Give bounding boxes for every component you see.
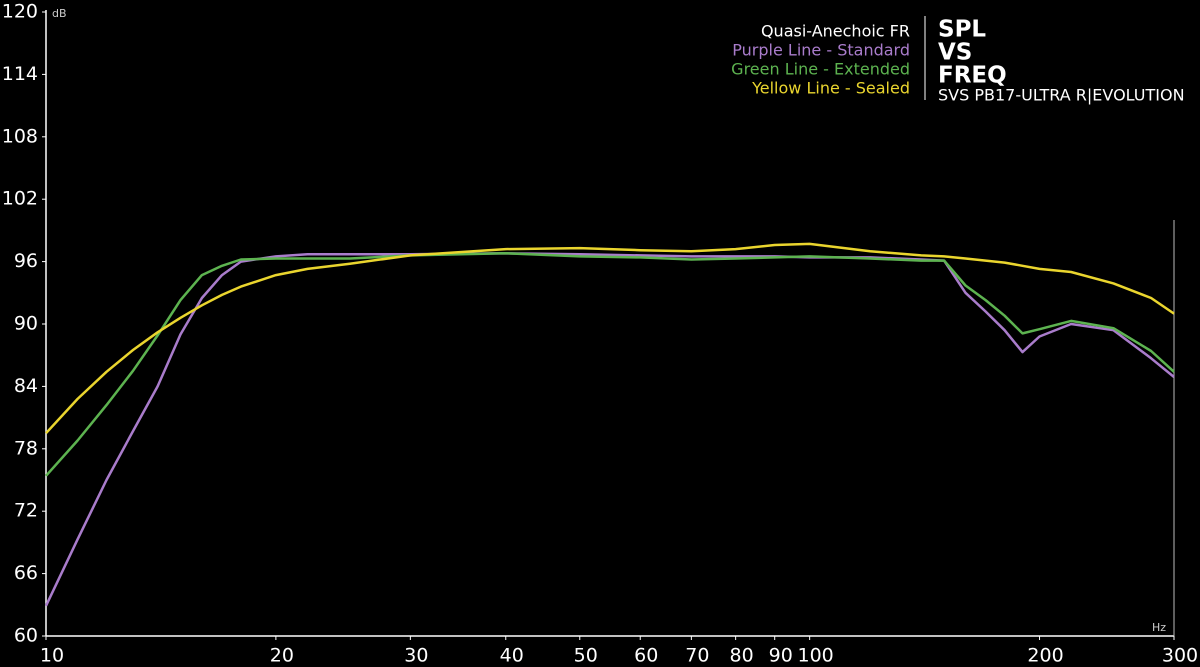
subtitle: SVS PB17-ULTRA R|EVOLUTION (938, 86, 1185, 105)
legend-entry: Yellow Line - Sealed (751, 79, 910, 98)
title-line: FREQ (938, 63, 1007, 89)
y-tick-label: 114 (2, 63, 38, 85)
y-tick-label: 102 (2, 188, 38, 210)
y-tick-label: 66 (14, 562, 38, 584)
y-tick-label: 60 (14, 625, 38, 647)
x-tick-label: 50 (574, 645, 598, 667)
y-tick-label: 108 (2, 125, 38, 147)
series-line (45, 242, 1175, 435)
x-tick-label: 200 (1027, 645, 1063, 667)
y-axis-label: dB (52, 7, 67, 20)
legend-title: Quasi-Anechoic FR (761, 22, 910, 41)
x-tick-label: 70 (685, 645, 709, 667)
y-tick-label: 72 (14, 500, 38, 522)
y-tick-label: 84 (14, 375, 38, 397)
x-tick-label: 100 (798, 645, 834, 667)
x-tick-label: 40 (500, 645, 524, 667)
series-line (44, 252, 1175, 607)
title-line: SPL (938, 17, 986, 43)
y-tick-label: 90 (14, 313, 38, 335)
title-line: VS (938, 40, 972, 66)
x-tick-label: 20 (270, 645, 294, 667)
x-tick-label: 300 (1162, 645, 1198, 667)
y-tick-label: 96 (14, 250, 38, 272)
x-tick-label: 60 (634, 645, 658, 667)
x-tick-label: 10 (40, 645, 64, 667)
y-tick-label: 120 (2, 1, 38, 23)
legend-entry: Green Line - Extended (731, 60, 910, 79)
x-axis-label: Hz (1152, 621, 1166, 634)
x-tick-label: 80 (730, 645, 754, 667)
x-tick-label: 90 (769, 645, 793, 667)
series-line (45, 252, 1175, 477)
legend-entry: Purple Line - Standard (732, 41, 910, 60)
y-tick-label: 78 (14, 437, 38, 459)
x-tick-label: 30 (404, 645, 428, 667)
